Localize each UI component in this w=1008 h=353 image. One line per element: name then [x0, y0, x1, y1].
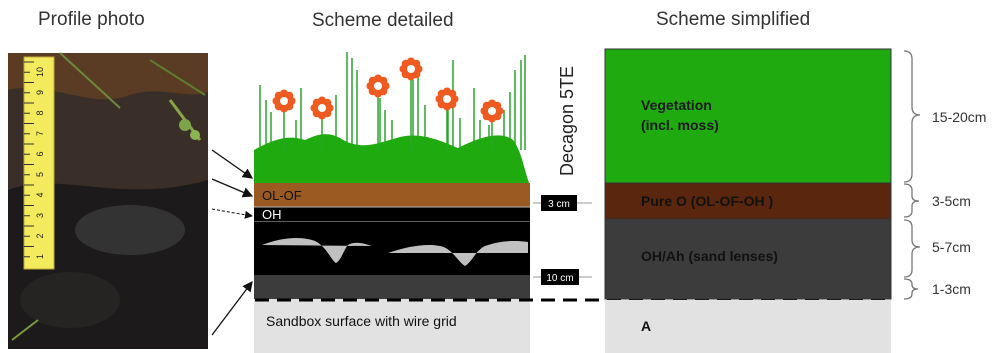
sand-lens	[262, 237, 372, 263]
layer-ol-of-label: OL-OF	[262, 188, 302, 203]
sandbox	[254, 299, 530, 353]
ruler-number: 2	[35, 233, 45, 238]
tag-3cm	[541, 195, 577, 211]
tag-10cm-label: 10 cm	[546, 273, 573, 284]
layer-ol-of	[254, 183, 530, 207]
tag-3cm-label: 3 cm	[548, 199, 570, 210]
pure-o-label: Pure O (OL-OF-OH )	[641, 193, 773, 209]
vegetation-label-line1: Vegetation	[641, 97, 712, 113]
layer-oh-label: OH	[262, 207, 282, 222]
depth-brackets	[903, 50, 921, 300]
ruler-number: 7	[35, 131, 45, 136]
flower	[366, 74, 390, 150]
layer-transition	[254, 276, 530, 299]
sensor-label: Decagon 5TE	[557, 66, 577, 176]
ruler-number: 5	[35, 172, 45, 177]
flower	[480, 99, 504, 150]
flower	[272, 89, 296, 150]
ruler-number: 1	[35, 254, 45, 259]
profile-photo: 10 9 8 7 6 5 4 3 2 1	[8, 52, 208, 349]
layer-oh	[254, 207, 530, 222]
title-scheme-detailed: Scheme detailed	[312, 10, 454, 31]
a-label: A	[641, 318, 651, 334]
layer-oh-ah	[604, 218, 892, 300]
flower	[310, 96, 334, 150]
sandbox-label: Sandbox surface with wire grid	[266, 313, 457, 329]
title-scheme-simplified: Scheme simplified	[656, 9, 811, 30]
ruler-number: 3	[35, 213, 45, 218]
scheme-detailed: OL-OF OH Sandbox surface with wire grid …	[254, 52, 890, 353]
bracket-label-1-3cm: 1-3cm	[932, 281, 971, 297]
ruler-number: 6	[35, 151, 45, 156]
bracket-label-3-5cm: 3-5cm	[932, 193, 971, 209]
tag-10cm	[541, 269, 579, 285]
ruler-number: 10	[35, 67, 45, 77]
bracket-label-5-7cm: 5-7cm	[932, 239, 971, 255]
connector-arrows	[211, 149, 254, 336]
flower	[399, 57, 423, 150]
vegetation-mound	[254, 134, 529, 183]
oh-ah-label: OH/Ah (sand lenses)	[641, 248, 778, 264]
vegetation-label-line2: (incl. moss)	[641, 117, 719, 133]
layer-vegetation	[604, 48, 892, 184]
layer-pure-o	[604, 182, 892, 220]
bracket-label-15-20cm: 15-20cm	[932, 109, 986, 125]
sand-lens	[388, 241, 528, 266]
scheme-simplified: Vegetation (incl. moss) Pure O (OL-OF-OH…	[604, 48, 892, 353]
ruler-number: 4	[35, 192, 45, 197]
ruler: 10 9 8 7 6 5 4 3 2 1	[23, 56, 55, 270]
title-profile-photo: Profile photo	[38, 9, 145, 30]
ruler-number: 9	[35, 90, 45, 95]
layer-a	[605, 300, 891, 353]
ruler-number: 8	[35, 110, 45, 115]
flower	[435, 87, 459, 150]
